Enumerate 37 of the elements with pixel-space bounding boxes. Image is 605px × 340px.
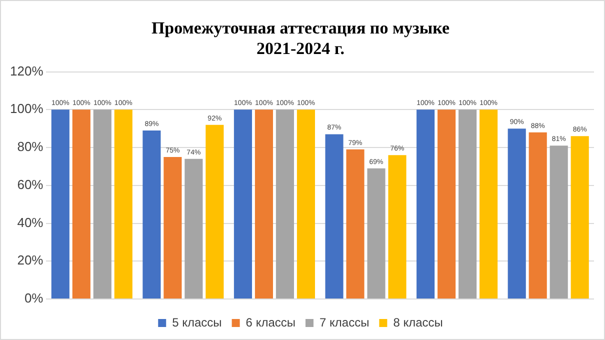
bar [367, 168, 386, 298]
chart-subtitle: 2021-2024 г. [256, 38, 344, 58]
bar [550, 146, 568, 298]
bar [206, 124, 224, 298]
bar [254, 110, 274, 298]
bar [142, 130, 161, 298]
bar [346, 149, 364, 298]
legend-label: 6 классы [246, 315, 296, 330]
bar [72, 110, 90, 298]
bar [51, 110, 70, 298]
y-tick-label: 20% [17, 252, 44, 268]
bar [508, 128, 526, 298]
legend-label: 7 классы [320, 315, 370, 330]
bar [296, 110, 316, 298]
bar [234, 110, 252, 298]
y-tick-label: 120% [10, 63, 44, 78]
y-tick-label: 40% [17, 214, 44, 230]
y-tick-label: 80% [17, 139, 44, 154]
legend-label: 8 классы [393, 315, 443, 330]
bar [164, 157, 182, 298]
bar [458, 110, 477, 298]
bar [93, 110, 112, 298]
bar [438, 110, 456, 298]
bar [276, 110, 294, 298]
y-tick-label: 0% [24, 290, 44, 306]
bar [528, 132, 547, 298]
chart-title: Промежуточная аттестация по музыке [151, 18, 450, 38]
bar [416, 110, 435, 298]
bar [325, 134, 344, 298]
bar [570, 136, 589, 298]
bar [480, 110, 498, 298]
legend-label: 5 классы [172, 315, 222, 330]
bar [184, 158, 203, 298]
y-tick-label: 100% [10, 101, 44, 116]
bar [114, 110, 132, 298]
y-tick-label: 60% [17, 176, 44, 192]
bar [388, 155, 406, 298]
